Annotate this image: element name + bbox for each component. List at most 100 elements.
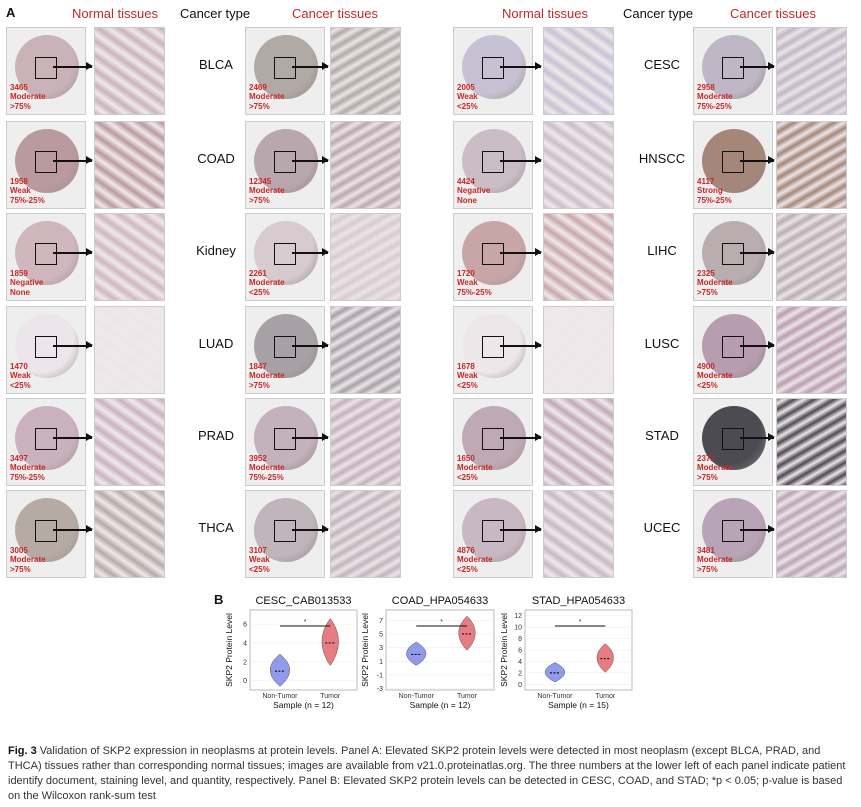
normal-tissue-zoom — [94, 27, 165, 115]
cancer-tissue-thumb: 2469 Moderate >75% — [245, 27, 325, 115]
cancer-tissue-stats: 2372 Moderate >75% — [697, 453, 733, 482]
normal-tissue-thumb: 4876 Moderate <25% — [453, 490, 533, 578]
normal-tissue-zoom — [94, 213, 165, 301]
normal-tissue-stats: 1650 Moderate <25% — [457, 453, 493, 482]
zoom-arrow — [740, 341, 775, 349]
zoom-arrow — [740, 62, 775, 70]
cancer-tissue-thumb: 4900 Moderate <25% — [693, 306, 773, 394]
normal-tissue-zoom — [543, 306, 614, 394]
plot-frame — [249, 609, 358, 691]
x-axis-label: Sample (n = 12) — [273, 700, 334, 710]
normal-tissue-stats: 3497 Moderate 75%-25% — [10, 453, 46, 482]
cancer-tissue-stats: 3952 Moderate 75%-25% — [249, 453, 285, 482]
header-normal-left: Normal tissues — [72, 6, 158, 21]
panel-b-letter: B — [214, 592, 224, 607]
x-tick-label: Tumor — [320, 693, 341, 700]
normal-tissue-thumb: 1470 Weak <25% — [6, 306, 86, 394]
zoom-region-box — [274, 57, 296, 79]
zoom-arrow — [740, 433, 775, 441]
cancer-tissue-stats: 3107 Weak <25% — [249, 545, 270, 574]
violin-non-tumor — [544, 662, 565, 683]
figure-caption: Fig. 3 Validation of SKP2 expression in … — [8, 744, 853, 804]
cancer-tissue-stats: 2261 Moderate <25% — [249, 268, 285, 297]
violin-non-tumor — [269, 653, 290, 687]
cancer-tissue-zoom — [776, 213, 847, 301]
y-axis-label: SKP2 Protein Level — [499, 613, 509, 687]
cancer-tissue-thumb: 2958 Moderate 75%-25% — [693, 27, 773, 115]
cancer-tissue-thumb: 4117 Strong 75%-25% — [693, 121, 773, 209]
normal-tissue-thumb: 3465 Moderate >75% — [6, 27, 86, 115]
cancer-type-label: HNSCC — [638, 151, 686, 166]
zoom-arrow — [292, 248, 329, 256]
caption-label: Fig. 3 — [8, 745, 37, 757]
zoom-region-box — [274, 151, 296, 173]
cancer-tissue-stats: 4117 Strong 75%-25% — [697, 176, 732, 205]
y-tick-label: -3 — [377, 686, 383, 693]
y-tick-label: 4 — [518, 659, 522, 666]
cancer-tissue-thumb: 2261 Moderate <25% — [245, 213, 325, 301]
normal-tissue-zoom — [543, 27, 614, 115]
y-tick-label: -1 — [377, 672, 383, 679]
y-tick-label: 2 — [243, 659, 247, 666]
zoom-arrow — [53, 62, 93, 70]
zoom-arrow — [740, 156, 775, 164]
y-tick-label: 12 — [514, 613, 522, 620]
x-axis-label: Sample (n = 12) — [410, 700, 471, 710]
normal-tissue-stats: 3005 Moderate >75% — [10, 545, 46, 574]
cancer-type-label: COAD — [197, 151, 235, 166]
zoom-region-box — [722, 243, 744, 265]
zoom-arrow — [292, 341, 329, 349]
normal-tissue-stats: 1958 Weak 75%-25% — [10, 176, 45, 205]
cancer-type-label: LUSC — [644, 336, 680, 351]
zoom-arrow — [500, 248, 542, 256]
normal-tissue-stats: 1678 Weak <25% — [457, 361, 478, 390]
cancer-tissue-zoom — [330, 121, 401, 209]
zoom-region-box — [482, 336, 504, 358]
cancer-type-label: THCA — [198, 520, 234, 535]
zoom-region-box — [482, 57, 504, 79]
significance-star: * — [440, 619, 443, 626]
y-tick-label: 3 — [379, 645, 383, 652]
y-tick-label: 0 — [243, 678, 247, 685]
cancer-tissue-stats: 4900 Moderate <25% — [697, 361, 733, 390]
zoom-region-box — [722, 151, 744, 173]
zoom-region-box — [722, 428, 744, 450]
cancer-type-label: UCEC — [643, 520, 681, 535]
y-tick-label: 8 — [518, 636, 522, 643]
x-tick-label: Non-Tumor — [399, 693, 435, 700]
plot-title: STAD_HPA054633 — [532, 595, 625, 607]
zoom-arrow — [740, 248, 775, 256]
zoom-arrow — [292, 525, 329, 533]
normal-tissue-thumb: 1678 Weak <25% — [453, 306, 533, 394]
y-axis-label: SKP2 Protein Level — [224, 613, 234, 687]
violin-non-tumor — [406, 641, 427, 666]
zoom-region-box — [274, 336, 296, 358]
zoom-arrow — [53, 525, 93, 533]
normal-tissue-zoom — [543, 490, 614, 578]
cancer-tissue-thumb: 3952 Moderate 75%-25% — [245, 398, 325, 486]
cancer-tissue-zoom — [330, 398, 401, 486]
zoom-region-box — [722, 336, 744, 358]
cancer-type-label: Kidney — [196, 243, 236, 258]
cancer-tissue-thumb: 2325 Moderate >75% — [693, 213, 773, 301]
cancer-type-label: LUAD — [198, 336, 234, 351]
cancer-tissue-stats: 1847 Moderate >75% — [249, 361, 285, 390]
header-cancer-right: Cancer tissues — [730, 6, 816, 21]
zoom-arrow — [53, 433, 93, 441]
cancer-tissue-zoom — [776, 490, 847, 578]
normal-tissue-zoom — [94, 306, 165, 394]
cancer-type-label: BLCA — [199, 57, 233, 72]
zoom-arrow — [53, 156, 93, 164]
zoom-region-box — [274, 428, 296, 450]
zoom-arrow — [500, 525, 542, 533]
y-tick-label: 1 — [379, 659, 383, 666]
zoom-arrow — [292, 433, 329, 441]
x-tick-label: Tumor — [595, 693, 616, 700]
cancer-tissue-zoom — [776, 398, 847, 486]
zoom-arrow — [740, 525, 775, 533]
normal-tissue-zoom — [543, 213, 614, 301]
zoom-arrow — [53, 248, 93, 256]
zoom-region-box — [722, 57, 744, 79]
y-tick-label: 7 — [379, 618, 383, 625]
cancer-tissue-stats: 3481 Moderate >75% — [697, 545, 733, 574]
